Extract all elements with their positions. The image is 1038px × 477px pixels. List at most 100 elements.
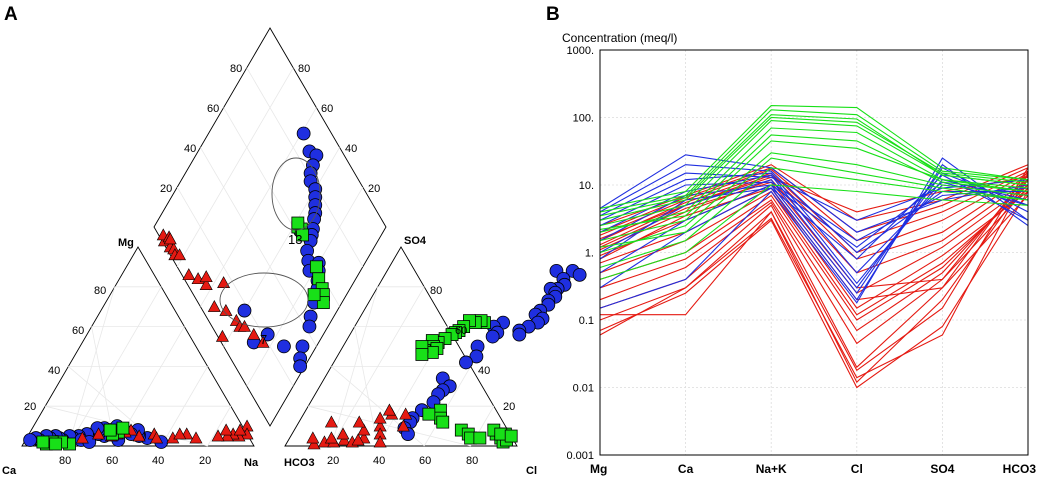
series-line-blue (599, 157, 1029, 309)
dia-right-tick: 20 (368, 183, 380, 195)
sample-square (436, 415, 450, 429)
anion-triangle (284, 246, 518, 447)
an-bottom-tick: 60 (419, 455, 431, 467)
dia-left-tick: 60 (207, 103, 219, 115)
ca-bottom-tick: 80 (59, 455, 71, 467)
series-line-red (599, 172, 1029, 379)
sample-square (473, 431, 487, 445)
grid-line (308, 405, 471, 447)
sample-triangle (92, 427, 106, 440)
piper-marks (23, 126, 587, 451)
grid-line (176, 186, 294, 387)
y-tick-label: 0.01 (573, 383, 594, 395)
series-line-red (599, 191, 1029, 389)
sample-triangle (237, 319, 251, 332)
series-line-green (599, 184, 1029, 280)
schoeller-plot: 1000. 100. 10. 1. 0.1 0.01 0.001 Mg Ca Na+K Cl SO4… (566, 45, 1036, 476)
piper-grid (45, 67, 495, 447)
y-tick-label: 10. (579, 180, 594, 192)
y-tick-label: 0.001 (566, 450, 594, 462)
series-line-green (599, 116, 1029, 221)
sample-square (103, 423, 117, 437)
plot-frame (599, 49, 1029, 456)
sample-triangle (173, 427, 187, 440)
sample-triangle (256, 335, 270, 348)
sample-triangle (396, 419, 410, 432)
plot-lines (599, 105, 1029, 389)
sample-triangle (351, 433, 365, 446)
ellipse-7 (219, 272, 309, 328)
sample-triangle (306, 431, 320, 444)
series-line-red (599, 174, 1029, 345)
sample-circle (572, 267, 587, 282)
series-line-green (599, 167, 1029, 269)
grid-line (176, 67, 294, 268)
an-right-tick: 80 (430, 285, 442, 297)
sample-square (36, 435, 50, 449)
sample-circle (302, 319, 317, 334)
sample-triangle (189, 431, 203, 444)
x-tick-label: Mg (590, 462, 607, 476)
an-right-tick: 40 (478, 365, 490, 377)
grid-line (207, 405, 232, 447)
series-line-red (599, 176, 1029, 240)
sample-circle (277, 339, 291, 354)
sample-circle (485, 329, 500, 344)
series-line-green (599, 134, 1029, 230)
series-line-blue (599, 174, 1029, 260)
sample-circle (260, 327, 275, 342)
sample-triangle (217, 276, 231, 289)
series-line-green (599, 109, 1029, 213)
an-bottom-tick: 80 (466, 455, 478, 467)
ca-left-tick: 60 (72, 325, 84, 337)
dia-right-tick: 60 (321, 103, 333, 115)
an-bottom-tick: 40 (373, 455, 385, 467)
grid-line (160, 366, 208, 447)
sample-square (49, 437, 63, 451)
grid-line (354, 326, 379, 447)
series-line-green (599, 157, 1029, 248)
ca-bottom-tick: 20 (199, 455, 211, 467)
y-axis: 1000. 100. 10. 1. 0.1 0.01 0.001 (566, 45, 594, 462)
sample-triangle (75, 431, 89, 444)
grid-line (200, 147, 317, 347)
sample-triangle (173, 248, 187, 261)
sample-triangle (382, 403, 396, 416)
ca-left-tick: 40 (48, 365, 60, 377)
piper-diagram: 13 7 Ca Na Mg HCO3 Cl SO4 80 60 40 20 20… (2, 27, 587, 477)
grid-line (423, 366, 471, 447)
ca-bottom-tick: 60 (106, 455, 118, 467)
sample-circle (512, 327, 527, 342)
ca-left-tick: 20 (24, 401, 36, 413)
series-line-red (600, 167, 1029, 372)
dia-right-tick: 80 (298, 63, 310, 75)
y-tick-label: 0.1 (579, 315, 594, 327)
diamond (153, 27, 387, 427)
cation-triangle (21, 246, 255, 447)
series-line-red (599, 179, 1029, 332)
sample-triangle (219, 423, 233, 436)
sample-circle (296, 126, 311, 141)
corner-label-cl: Cl (526, 465, 537, 477)
series-line-green (599, 140, 1029, 242)
sample-square (309, 260, 323, 274)
grid-line (223, 147, 340, 347)
series-line-green (599, 127, 1029, 233)
ca-left-tick: 80 (94, 285, 106, 297)
series-line-red (599, 168, 1029, 242)
sample-triangle (163, 232, 177, 245)
sample-triangle (182, 268, 196, 281)
sample-circle (469, 349, 484, 364)
sample-triangle (215, 329, 229, 342)
sample-triangle (247, 327, 261, 340)
sample-triangle (352, 415, 366, 428)
an-right-tick: 60 (455, 325, 467, 337)
sample-triangle (373, 435, 387, 448)
series-line-green (599, 105, 1029, 209)
corner-label-mg: Mg (118, 237, 134, 249)
series-line-blue (599, 181, 1029, 242)
an-right-tick: 20 (503, 401, 515, 413)
sample-triangle (132, 429, 146, 442)
sample-circle (295, 339, 310, 354)
